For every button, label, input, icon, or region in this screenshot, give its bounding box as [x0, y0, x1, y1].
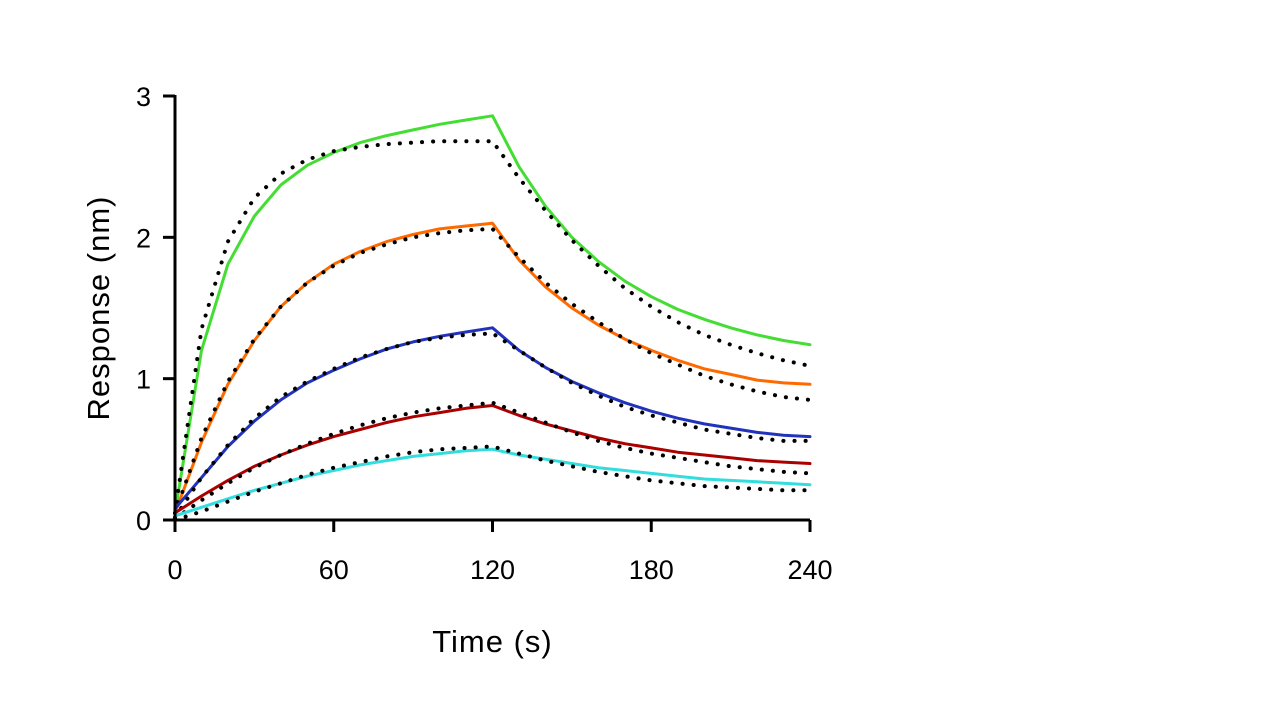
data-curve: [173, 221, 812, 515]
x-ticks: 0 60 120 180 240: [167, 520, 833, 585]
y-tick-label: 3: [136, 82, 151, 112]
y-axis-title: Response (nm): [81, 196, 116, 421]
x-axis-title: Time (s): [432, 624, 553, 659]
fit-curve-dotted: [173, 400, 812, 521]
fit-curve-dotted: [173, 226, 812, 515]
plot-lines: [173, 114, 812, 522]
y-tick-label: 0: [136, 506, 151, 536]
fit-curve-dotted: [173, 444, 812, 522]
x-tick-label: 0: [167, 555, 182, 585]
y-ticks: 0 1 2 3: [136, 82, 175, 536]
x-tick-label: 180: [629, 555, 674, 585]
data-curve: [173, 326, 812, 511]
x-tick-label: 120: [470, 555, 515, 585]
x-tick-label: 240: [787, 555, 832, 585]
y-tick-label: 1: [136, 365, 151, 395]
axes: 0 60 120 180 240 0 1 2 3: [136, 82, 833, 585]
data-curve: [173, 114, 812, 515]
y-tick-label: 2: [136, 223, 151, 253]
x-tick-label: 60: [319, 555, 349, 585]
